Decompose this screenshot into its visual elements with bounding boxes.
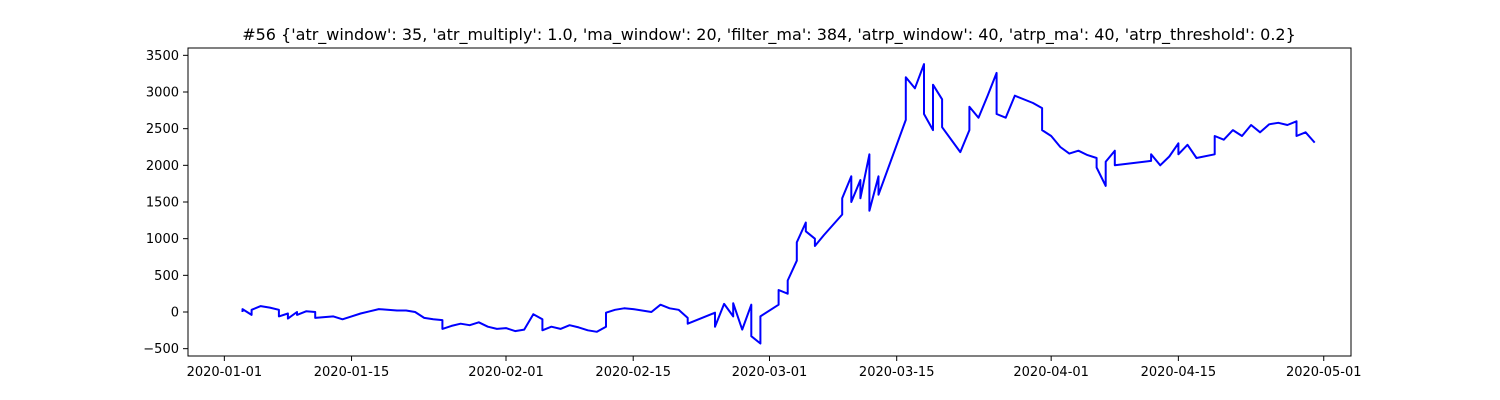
series-line: [241, 63, 1316, 345]
plot-area: [187, 47, 1352, 357]
y-tick-label: 500: [154, 269, 179, 284]
x-axis: 2020-01-01 2020-01-15 2020-02-01 2020-02-15…: [187, 356, 1362, 380]
chart-title: #56 {'atr_window': 35, 'atr_multiply': 1…: [242, 25, 1296, 45]
x-tick-label: 2020-01-01: [187, 365, 263, 380]
x-tick-label: 2020-03-01: [732, 365, 808, 380]
y-axis: −500 0 500 1000 1500 2000 2500 3000 3500: [143, 49, 188, 357]
y-tick-label: 0: [171, 306, 179, 321]
y-tick-label: 1500: [146, 196, 179, 211]
x-tick-label: 2020-03-15: [859, 365, 935, 380]
x-tick-label: 2020-05-01: [1286, 365, 1362, 380]
y-tick-label: 2000: [146, 159, 179, 174]
y-tick-label: 2500: [146, 122, 179, 137]
y-tick-label: −500: [143, 342, 179, 357]
y-tick-label: 3000: [146, 86, 179, 101]
x-tick-label: 2020-02-01: [468, 365, 544, 380]
x-tick-label: 2020-04-15: [1141, 365, 1217, 380]
y-tick-label: 1000: [146, 232, 179, 247]
x-tick-label: 2020-01-15: [314, 365, 390, 380]
x-tick-label: 2020-04-01: [1013, 365, 1089, 380]
x-tick-label: 2020-02-15: [595, 365, 671, 380]
y-tick-label: 3500: [146, 49, 179, 64]
